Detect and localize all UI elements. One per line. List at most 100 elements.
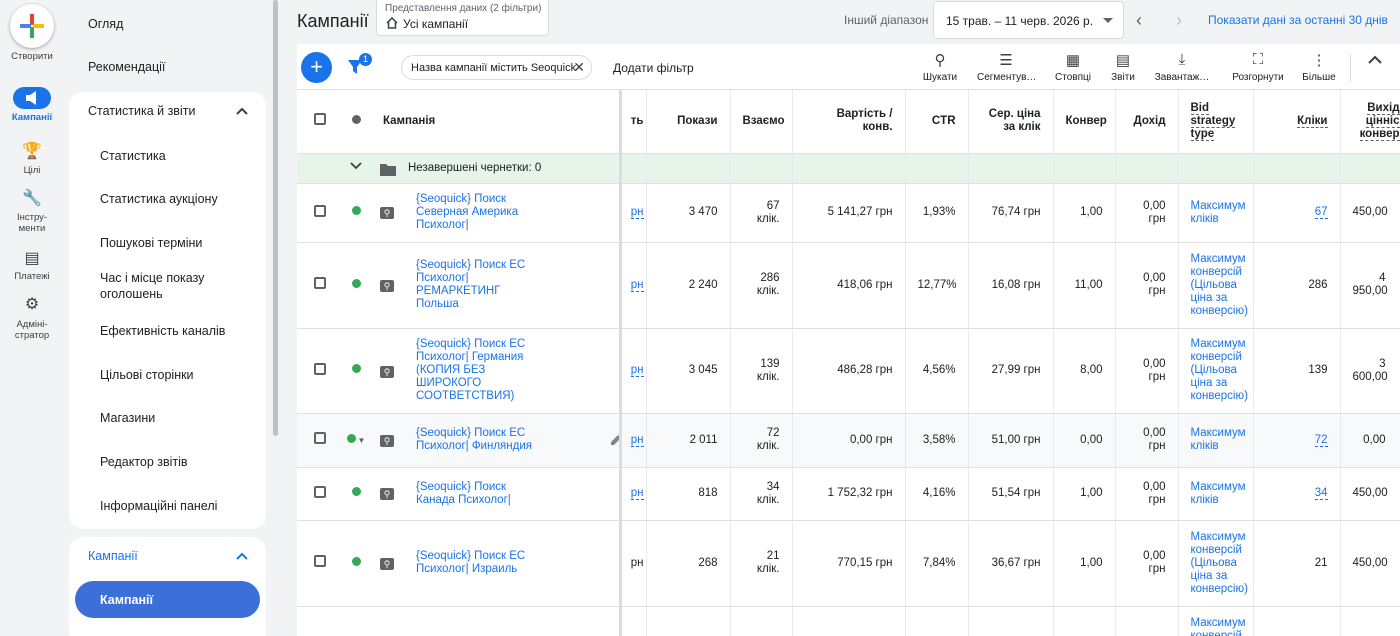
nav-item-channels[interactable]: Ефективність каналів bbox=[100, 324, 226, 338]
row-checkbox-cell[interactable] bbox=[297, 183, 342, 243]
cost-value[interactable]: рн bbox=[630, 433, 644, 447]
bid-strategy-cell[interactable]: Максимум конверсій bbox=[1178, 606, 1254, 636]
nav-item-stats[interactable]: Статистика bbox=[100, 149, 166, 163]
bid-strategy-cell[interactable]: Максимум конверсій (Цільова ціна за конв… bbox=[1178, 520, 1254, 607]
avg-cpc-header[interactable]: Сер. ціна за клік bbox=[968, 90, 1054, 154]
rail-billing-label[interactable]: Платежі bbox=[14, 271, 50, 282]
drafts-cell[interactable]: Незавершені чернетки: 0 bbox=[370, 153, 622, 184]
rail-goals-label[interactable]: Цілі bbox=[23, 165, 41, 176]
filter-chip[interactable]: Назва кампанії містить Seoquick ✕ bbox=[401, 55, 592, 80]
chevron-up-icon[interactable] bbox=[236, 550, 248, 562]
status-cell[interactable] bbox=[342, 520, 370, 607]
nav-overview[interactable]: Огляд bbox=[88, 17, 124, 31]
nav-recommendations[interactable]: Рекомендації bbox=[88, 60, 166, 74]
credit-card-icon[interactable]: ▤ bbox=[24, 250, 40, 267]
row-checkbox-cell[interactable] bbox=[297, 413, 342, 468]
enabled-status-icon[interactable] bbox=[351, 364, 361, 373]
conv-value-header[interactable]: Вихід цінніс конвер bbox=[1340, 90, 1400, 154]
enabled-status-icon[interactable] bbox=[351, 487, 361, 496]
close-icon[interactable]: ✕ bbox=[573, 59, 585, 75]
nav-campaigns-section[interactable]: Кампанії bbox=[88, 549, 138, 563]
campaign-link[interactable]: {Seoquick} Поиск Северная Америка Психол… bbox=[416, 193, 519, 231]
download-button[interactable]: ⤓ Завантаж… bbox=[1152, 51, 1212, 83]
row-checkbox[interactable] bbox=[313, 485, 326, 498]
nav-item-report-editor[interactable]: Редактор звітів bbox=[100, 455, 188, 469]
nav-item-campaigns[interactable]: Кампанії bbox=[75, 581, 260, 618]
nav-stats-section[interactable]: Статистика й звіти bbox=[88, 104, 196, 118]
rail-admin-label[interactable]: Адміні- стратор bbox=[14, 319, 50, 341]
rail-campaigns-active[interactable] bbox=[13, 87, 51, 109]
bid-strategy-cell[interactable]: Максимум кліків bbox=[1178, 183, 1254, 243]
impressions-header[interactable]: Покази bbox=[646, 90, 731, 154]
row-checkbox[interactable] bbox=[313, 362, 326, 375]
segment-button[interactable]: ☰ Сегментув… bbox=[977, 51, 1036, 83]
nav-item-stores[interactable]: Магазини bbox=[100, 411, 156, 425]
view-selector[interactable]: Представлення даних (2 фільтри) Усі камп… bbox=[376, 0, 549, 36]
prev-period-icon[interactable]: ‹ bbox=[1136, 10, 1142, 30]
nav-item-landing-pages[interactable]: Цільові сторінки bbox=[100, 368, 194, 382]
cost-value[interactable]: рн bbox=[630, 206, 644, 219]
row-checkbox-cell[interactable] bbox=[297, 328, 342, 414]
row-checkbox-cell[interactable] bbox=[297, 242, 342, 329]
bid-strategy-cell[interactable]: Максимум конверсій (Цільова ціна за конв… bbox=[1178, 242, 1254, 329]
select-all-cell[interactable] bbox=[297, 90, 342, 154]
show-last-30-link[interactable]: Показати дані за останні 30 днів bbox=[1208, 13, 1388, 27]
trophy-icon[interactable]: 🏆 bbox=[22, 143, 42, 160]
nav-item-when-where[interactable]: Час і місце показу оголошень bbox=[100, 271, 205, 301]
status-header[interactable] bbox=[342, 90, 370, 154]
status-dropdown-icon[interactable]: ▼ bbox=[357, 435, 366, 445]
chevron-down-icon[interactable] bbox=[350, 161, 362, 171]
create-button[interactable] bbox=[10, 4, 54, 48]
enabled-status-icon[interactable] bbox=[351, 278, 361, 288]
interactions-header[interactable]: Взаємо bbox=[730, 90, 793, 154]
add-filter-button[interactable]: Додати фільтр bbox=[613, 61, 694, 75]
campaign-link[interactable]: {Seoquick} Поиск ЕС Психолог| Финляндия bbox=[416, 427, 532, 452]
cost-value[interactable]: рн bbox=[630, 278, 644, 292]
clicks-value[interactable]: 34 bbox=[1314, 487, 1328, 500]
conversions-header[interactable]: Конвер bbox=[1053, 90, 1116, 154]
cost-value[interactable]: рн bbox=[630, 487, 644, 500]
row-checkbox[interactable] bbox=[313, 277, 326, 289]
enabled-status-icon[interactable] bbox=[351, 556, 361, 566]
rail-campaigns-label[interactable]: Кампанії bbox=[11, 112, 53, 123]
bid-strategy-cell[interactable]: Максимум конверсій (Цільова ціна за конв… bbox=[1178, 328, 1254, 414]
row-checkbox-cell[interactable] bbox=[297, 520, 342, 607]
row-checkbox[interactable] bbox=[313, 555, 326, 567]
rail-tools-label[interactable]: Інстру- менти bbox=[16, 212, 48, 234]
enabled-status-icon[interactable] bbox=[351, 206, 361, 215]
clicks-header[interactable]: Кліки bbox=[1253, 90, 1341, 154]
row-checkbox-cell[interactable] bbox=[297, 467, 342, 521]
campaign-link[interactable]: {Seoquick} Поиск ЕС Психолог| Германия (… bbox=[416, 338, 526, 402]
filter-icon[interactable] bbox=[347, 58, 365, 76]
drafts-row[interactable]: Незавершені чернетки: 0 bbox=[297, 153, 1400, 184]
date-range-picker[interactable]: 15 трав. – 11 черв. 2026 р. bbox=[933, 1, 1124, 39]
ctr-header[interactable]: CTR bbox=[905, 90, 969, 154]
bid-strategy-cell[interactable]: Максимум кліків bbox=[1178, 467, 1254, 521]
campaign-link[interactable]: {Seoquick} Поиск ЕС Психолог| РЕМАРКЕТИН… bbox=[416, 259, 526, 310]
nav-item-auction[interactable]: Статистика аукціону bbox=[100, 192, 218, 206]
status-cell[interactable] bbox=[342, 183, 370, 243]
gear-icon[interactable]: ⚙ bbox=[24, 296, 40, 313]
row-checkbox[interactable] bbox=[313, 204, 326, 217]
select-all-checkbox[interactable] bbox=[313, 113, 326, 126]
bid-strategy-cell[interactable]: Максимум кліків bbox=[1178, 413, 1254, 468]
bid-strategy-header[interactable]: Bid strategy type bbox=[1178, 90, 1254, 154]
campaign-link[interactable]: {Seoquick} Поиск ЕС Психолог| Израиль bbox=[416, 550, 526, 575]
next-period-icon[interactable]: › bbox=[1176, 10, 1182, 30]
enabled-status-icon[interactable] bbox=[346, 433, 356, 443]
chevron-up-icon[interactable] bbox=[236, 105, 248, 117]
nav-item-dashboards[interactable]: Інформаційні панелі bbox=[100, 499, 218, 513]
expand-button[interactable]: ⛶ Розгорнути bbox=[1229, 51, 1287, 83]
status-cell[interactable]: ▼ bbox=[342, 413, 370, 468]
chevron-up-icon[interactable] bbox=[1368, 53, 1382, 67]
status-cell[interactable] bbox=[342, 328, 370, 414]
cost-header[interactable]: ть bbox=[620, 90, 647, 154]
status-cell[interactable] bbox=[342, 242, 370, 329]
add-campaign-button[interactable]: + bbox=[301, 52, 332, 83]
columns-button[interactable]: ▦ Стовпці bbox=[1053, 51, 1093, 83]
more-button[interactable]: ⋮ Більше bbox=[1301, 51, 1337, 83]
campaign-link[interactable]: {Seoquick} Поиск Канада Психолог| bbox=[416, 480, 511, 506]
row-checkbox[interactable] bbox=[313, 432, 326, 444]
nav-item-search-terms[interactable]: Пошукові терміни bbox=[100, 236, 203, 250]
cost-per-conv-header[interactable]: Вартість / конв. bbox=[792, 90, 906, 154]
